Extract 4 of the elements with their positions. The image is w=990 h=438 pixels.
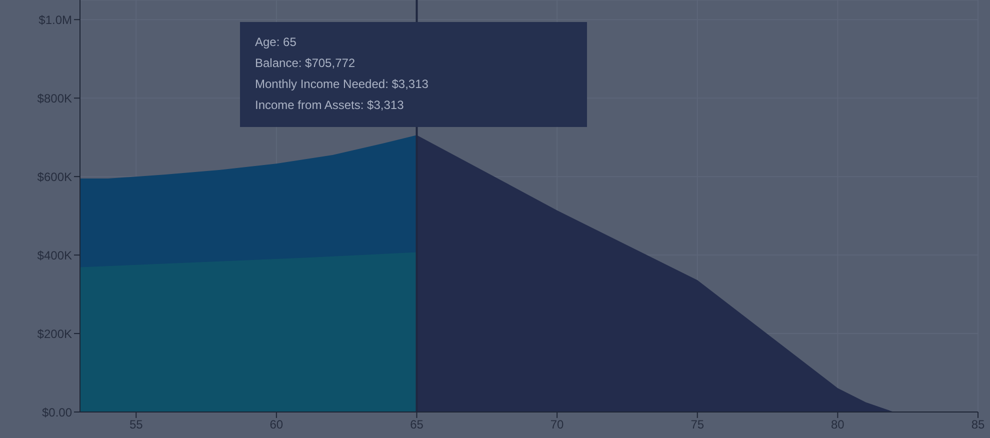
- annotation: Income from Assets: $3,313: [255, 97, 405, 114]
- annotation: Age: 65: [255, 34, 298, 51]
- annotation: Monthly Income Needed: $3,313: [255, 76, 430, 93]
- annotation: Balance: $705,772: [255, 55, 356, 72]
